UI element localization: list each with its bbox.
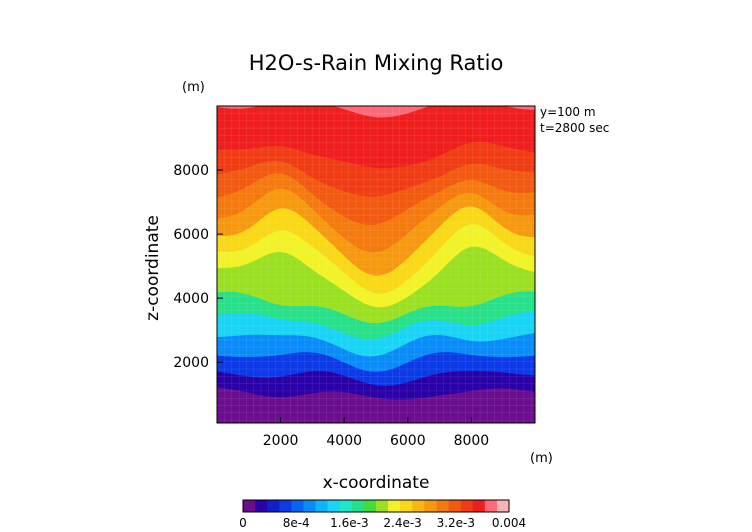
- colorbar-swatch: [412, 500, 425, 512]
- colorbar-swatch: [472, 500, 486, 512]
- colorbar-swatch: [436, 500, 449, 512]
- colorbar-swatch: [279, 500, 292, 512]
- colorbar-swatch: [484, 500, 498, 512]
- annotation-t: t=2800 sec: [540, 121, 609, 135]
- colorbar-swatch: [460, 500, 474, 512]
- annotation-y: y=100 m: [540, 105, 596, 119]
- colorbar-tick-label: 1.6e-3: [330, 516, 368, 530]
- colorbar-swatch: [424, 500, 437, 512]
- colorbar-swatch: [351, 500, 365, 512]
- colorbar-swatch: [255, 500, 268, 512]
- colorbar-tick-label: 3.2e-3: [437, 516, 475, 530]
- y-tick-label: 4000: [173, 291, 209, 307]
- colorbar-tick-label: 2.4e-3: [383, 516, 421, 530]
- x-unit-label: (m): [530, 451, 553, 466]
- plot-area: [217, 106, 535, 423]
- colorbar-swatch: [496, 500, 510, 512]
- x-axis-ticks: 2000 4000 6000 8000: [263, 417, 489, 449]
- plot-frame: [216, 105, 536, 424]
- x-tick-label: 8000: [454, 433, 490, 449]
- plot-grid: [217, 106, 535, 423]
- colorbar-swatch: [363, 500, 377, 512]
- x-axis-label: x-coordinate: [323, 473, 430, 493]
- y-tick-label: 6000: [173, 227, 209, 243]
- colorbar-swatch: [339, 500, 353, 512]
- colorbar-ticks: 0 8e-4 1.6e-3 2.4e-3 3.2e-3 0.004: [239, 516, 526, 530]
- colorbar-swatch: [388, 500, 401, 512]
- colorbar-swatch: [400, 500, 413, 512]
- colorbar-swatch: [448, 500, 461, 512]
- colorbar-swatch: [327, 500, 341, 512]
- x-tick-label: 2000: [263, 433, 299, 449]
- colorbar-swatch: [243, 500, 256, 512]
- colorbar-swatch: [376, 500, 389, 512]
- colorbar: [242, 499, 510, 513]
- colorbar-swatch: [267, 500, 280, 512]
- y-axis-label: z-coordinate: [143, 215, 163, 321]
- colorbar-tick-label: 0: [239, 516, 247, 530]
- x-tick-label: 6000: [390, 433, 426, 449]
- y-tick-label: 8000: [173, 163, 209, 179]
- colorbar-tick-label: 8e-4: [283, 516, 310, 530]
- colorbar-swatch: [291, 500, 304, 512]
- colorbar-frame: [242, 499, 510, 513]
- chart-title: H2O-s-Rain Mixing Ratio: [249, 51, 504, 75]
- colorbar-swatch: [315, 500, 328, 512]
- y-tick-label: 2000: [173, 355, 209, 371]
- colorbar-swatch: [303, 500, 316, 512]
- y-axis-ticks: 2000 4000 6000 8000: [173, 163, 223, 371]
- y-unit-label: (m): [182, 80, 205, 95]
- colorbar-tick-label: 0.004: [492, 516, 526, 530]
- x-tick-label: 4000: [326, 433, 362, 449]
